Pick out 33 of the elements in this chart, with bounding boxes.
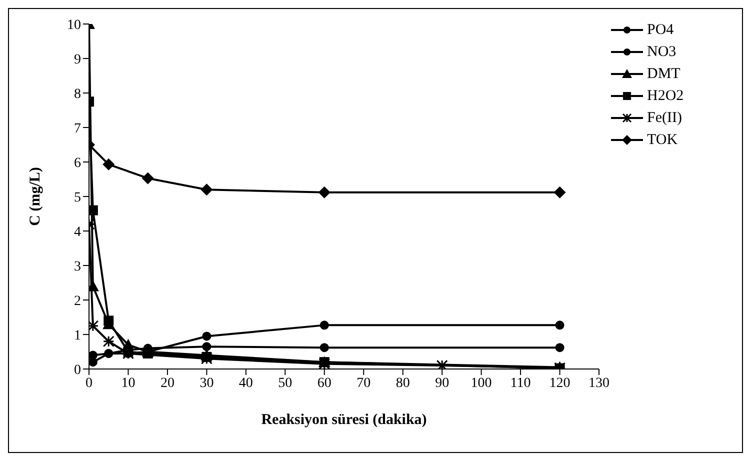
y-tick-label: 9 [74, 52, 81, 68]
y-tick-label: 2 [74, 294, 81, 309]
y-tick-label: 1 [74, 328, 81, 344]
x-tick-label: 120 [549, 376, 570, 391]
x-tick-label: 90 [435, 376, 450, 391]
legend-label: Fe(II) [647, 110, 682, 126]
x-tick-label: 60 [317, 376, 332, 391]
y-axis-title: C (mg/L) [27, 167, 44, 226]
y-tick-label: 10 [67, 18, 81, 33]
x-tick-label: 130 [588, 376, 610, 391]
legend-label: H2O2 [647, 88, 684, 104]
y-tick-label: 4 [74, 224, 81, 240]
y-tick-label: 3 [74, 259, 81, 274]
y-tick-label: 6 [74, 156, 81, 171]
x-tick-label: 0 [86, 376, 92, 391]
y-tick-label: 0 [74, 362, 81, 378]
x-tick-label: 70 [356, 376, 371, 391]
x-tick-label: 10 [121, 376, 136, 391]
x-tick-label: 20 [160, 376, 174, 391]
y-tick-label: 8 [74, 86, 81, 102]
x-tick-label: 80 [396, 376, 410, 391]
x-axis-title: Reaksiyon süresi (dakika) [261, 412, 427, 428]
x-tick-label: 30 [200, 376, 214, 391]
legend-label: TOK [647, 132, 678, 148]
y-tick-label: 7 [74, 121, 81, 136]
x-tick-label: 40 [238, 376, 253, 391]
x-tick-label: 100 [470, 376, 492, 391]
x-tick-label: 110 [510, 376, 531, 391]
legend-label: PO4 [647, 22, 674, 38]
legend-label: DMT [647, 66, 680, 82]
y-tick-label: 5 [74, 190, 81, 206]
legend-label: NO3 [647, 44, 676, 60]
x-tick-label: 50 [278, 376, 292, 391]
